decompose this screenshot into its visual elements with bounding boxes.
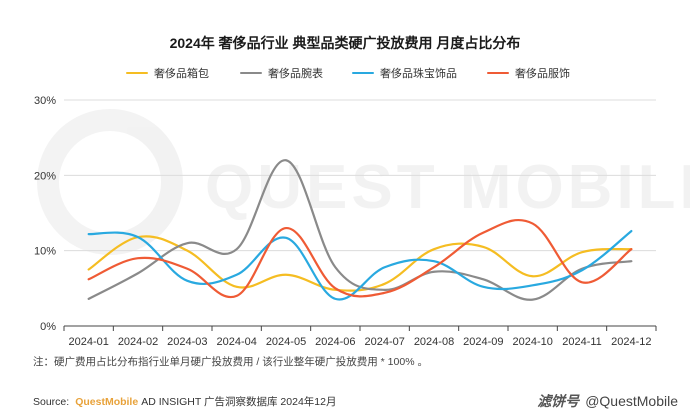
legend-item-0: 奢侈品箱包 — [126, 66, 209, 80]
legend-item-3: 奢侈品服饰 — [487, 66, 570, 80]
x-tick-label-2: 2024-03 — [167, 336, 207, 348]
legend-swatch-1 — [240, 72, 262, 74]
legend-swatch-2 — [352, 72, 374, 74]
series-line-3 — [87, 218, 633, 299]
platform-logo-text: 滤饼号 — [537, 393, 580, 409]
legend-label-0: 奢侈品箱包 — [154, 68, 209, 80]
x-tick-label-5: 2024-06 — [315, 336, 355, 348]
chart-title: 2024年 奢侈品行业 典型品类硬广投放费用 月度占比分布 — [169, 35, 521, 51]
x-tick-label-1: 2024-02 — [118, 336, 158, 348]
series-line-1 — [87, 159, 633, 301]
account-handle: @QuestMobile — [585, 393, 678, 409]
legend-label-1: 奢侈品腕表 — [268, 68, 323, 80]
source-label: Source: — [33, 395, 70, 408]
y-tick-label-3: 30% — [34, 95, 56, 107]
legend-item-1: 奢侈品腕表 — [240, 66, 323, 80]
x-tick-label-10: 2024-11 — [562, 336, 602, 348]
watermark-logo-icon — [37, 109, 183, 255]
y-tick-label-1: 10% — [34, 246, 56, 258]
series-line-2 — [87, 229, 633, 301]
legend-label-2: 奢侈品珠宝饰品 — [380, 68, 457, 80]
y-tick-label-2: 20% — [34, 170, 56, 182]
x-tick-label-7: 2024-08 — [414, 336, 454, 348]
source-brand: QuestMobile — [75, 395, 139, 408]
x-tick-label-6: 2024-07 — [364, 336, 404, 348]
x-tick-label-4: 2024-05 — [266, 336, 306, 348]
legend-swatch-0 — [126, 72, 148, 74]
legend-label-3: 奢侈品服饰 — [515, 68, 570, 80]
y-tick-label-0: 0% — [40, 321, 56, 333]
x-tick-label-8: 2024-09 — [463, 336, 503, 348]
x-tick-label-11: 2024-12 — [611, 336, 651, 348]
x-tick-label-3: 2024-04 — [216, 336, 256, 348]
x-tick-label-0: 2024-01 — [68, 336, 108, 348]
watermark-text: QUEST MOBILE — [205, 153, 690, 222]
watermark: QUEST MOBILE — [37, 109, 690, 255]
legend-swatch-3 — [487, 72, 509, 74]
footnote: 注：硬广费用占比分布指行业单月硬广投放费用 / 该行业整年硬广投放费用 * 10… — [33, 356, 428, 368]
footer-credit: 滤饼号 @QuestMobile — [537, 391, 678, 411]
x-tick-label-9: 2024-10 — [512, 336, 552, 348]
source-line: Source: QuestMobile AD INSIGHT 广告洞察数据库 2… — [33, 394, 336, 409]
legend-item-2: 奢侈品珠宝饰品 — [352, 66, 457, 80]
source-detail: AD INSIGHT 广告洞察数据库 2024年12月 — [141, 396, 337, 408]
